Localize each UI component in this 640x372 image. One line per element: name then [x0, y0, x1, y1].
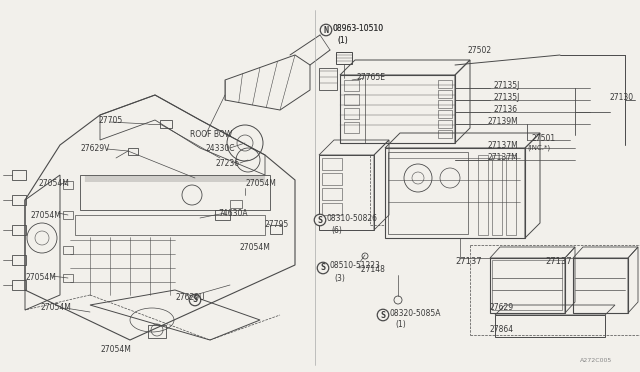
- Text: 27054M: 27054M: [30, 211, 61, 219]
- Bar: [492, 155, 502, 235]
- Bar: [160, 120, 172, 128]
- Bar: [128, 148, 138, 155]
- Text: S: S: [193, 295, 198, 305]
- Bar: [319, 68, 337, 90]
- Bar: [230, 200, 242, 208]
- Bar: [344, 80, 359, 91]
- Text: 27130: 27130: [610, 93, 634, 102]
- Text: 27135J: 27135J: [494, 80, 520, 90]
- Bar: [344, 122, 359, 133]
- Bar: [322, 173, 342, 185]
- Bar: [438, 100, 452, 108]
- Bar: [215, 210, 230, 220]
- Text: 08510-51223: 08510-51223: [330, 262, 381, 270]
- Bar: [63, 211, 73, 219]
- Text: 27236: 27236: [215, 158, 239, 167]
- Bar: [12, 195, 26, 205]
- Text: (1): (1): [395, 321, 406, 330]
- Bar: [340, 75, 365, 143]
- Text: 27705: 27705: [98, 115, 122, 125]
- Text: 27502: 27502: [468, 45, 492, 55]
- Bar: [438, 130, 452, 138]
- Text: 27137: 27137: [455, 257, 482, 266]
- Bar: [63, 246, 73, 254]
- Bar: [319, 155, 374, 230]
- Text: 27629V: 27629V: [80, 144, 109, 153]
- Text: (1): (1): [337, 35, 348, 45]
- Text: 27629U: 27629U: [175, 294, 205, 302]
- Bar: [438, 110, 452, 118]
- Text: S: S: [321, 263, 326, 273]
- Text: 08310-50826: 08310-50826: [327, 214, 378, 222]
- Bar: [322, 188, 342, 200]
- Bar: [492, 260, 562, 310]
- Text: 27139M: 27139M: [488, 116, 519, 125]
- Bar: [322, 203, 342, 215]
- Bar: [573, 258, 628, 313]
- Text: (1): (1): [337, 35, 348, 45]
- Bar: [63, 274, 73, 282]
- Text: 27054M: 27054M: [240, 244, 271, 253]
- Text: (6): (6): [331, 225, 342, 234]
- Text: 27137: 27137: [545, 257, 572, 266]
- Text: 74630A: 74630A: [218, 208, 248, 218]
- Bar: [12, 280, 26, 290]
- Text: (3): (3): [334, 273, 345, 282]
- Bar: [12, 225, 26, 235]
- Bar: [388, 152, 468, 234]
- Text: 27501: 27501: [532, 134, 556, 142]
- Text: 08963-10510: 08963-10510: [333, 23, 384, 32]
- Text: S: S: [317, 215, 323, 224]
- Text: 27054M: 27054M: [38, 179, 69, 187]
- Text: 27054M: 27054M: [40, 302, 71, 311]
- Text: 27054M: 27054M: [25, 273, 56, 282]
- Text: 27765E: 27765E: [357, 73, 386, 81]
- Text: (INC.*): (INC.*): [527, 145, 550, 151]
- Bar: [438, 120, 452, 128]
- Text: 08963-10510: 08963-10510: [333, 23, 384, 32]
- Text: 27795: 27795: [265, 219, 289, 228]
- Bar: [148, 325, 166, 338]
- Bar: [478, 155, 488, 235]
- Bar: [438, 90, 452, 98]
- Text: 27054M: 27054M: [100, 346, 131, 355]
- Bar: [344, 108, 359, 119]
- Bar: [270, 225, 282, 234]
- Bar: [322, 158, 342, 170]
- Bar: [344, 94, 359, 105]
- Bar: [438, 80, 452, 88]
- Text: 27864: 27864: [490, 326, 514, 334]
- Bar: [340, 75, 455, 143]
- Text: ROOF BOW: ROOF BOW: [190, 129, 232, 138]
- Bar: [495, 315, 605, 337]
- Text: 27135J: 27135J: [494, 93, 520, 102]
- Bar: [385, 148, 525, 238]
- Text: 27629: 27629: [490, 302, 514, 311]
- Text: 27137M: 27137M: [488, 141, 519, 150]
- Bar: [63, 181, 73, 189]
- Text: 27137M: 27137M: [488, 153, 519, 161]
- Bar: [506, 155, 516, 235]
- Bar: [336, 52, 352, 64]
- Text: A272C005: A272C005: [580, 357, 612, 362]
- Text: 24330C: 24330C: [205, 144, 234, 153]
- Text: 27054M: 27054M: [245, 179, 276, 187]
- Bar: [12, 170, 26, 180]
- Text: N: N: [323, 26, 328, 35]
- Text: *27148: *27148: [358, 266, 386, 275]
- Bar: [12, 255, 26, 265]
- Bar: [490, 258, 565, 313]
- Text: 08320-5085A: 08320-5085A: [390, 308, 442, 317]
- Text: 27136: 27136: [494, 105, 518, 113]
- Text: S: S: [381, 311, 385, 320]
